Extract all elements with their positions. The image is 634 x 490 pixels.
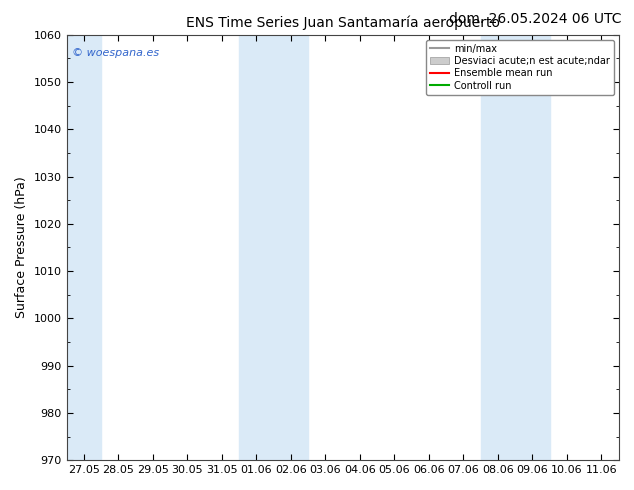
Text: dom. 26.05.2024 06 UTC: dom. 26.05.2024 06 UTC — [449, 12, 621, 26]
Bar — [239, 35, 273, 460]
Title: ENS Time Series Juan Santamaría aeropuerto: ENS Time Series Juan Santamaría aeropuer… — [186, 15, 500, 29]
Bar — [67, 35, 101, 460]
Legend: min/max, Desviaci acute;n est acute;ndar, Ensemble mean run, Controll run: min/max, Desviaci acute;n est acute;ndar… — [425, 40, 614, 95]
Bar — [515, 35, 550, 460]
Text: © woespana.es: © woespana.es — [72, 48, 159, 58]
Bar — [273, 35, 308, 460]
Bar — [481, 35, 515, 460]
Y-axis label: Surface Pressure (hPa): Surface Pressure (hPa) — [15, 176, 28, 318]
